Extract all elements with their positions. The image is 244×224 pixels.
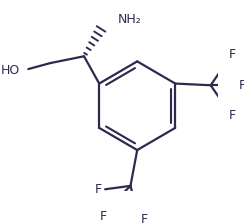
Text: NH₂: NH₂ xyxy=(118,13,142,26)
Text: F: F xyxy=(229,48,236,61)
Text: F: F xyxy=(95,183,102,196)
Text: F: F xyxy=(239,79,244,92)
Text: F: F xyxy=(141,213,148,224)
Text: F: F xyxy=(229,109,236,122)
Text: F: F xyxy=(100,210,107,223)
Text: HO: HO xyxy=(1,64,20,77)
